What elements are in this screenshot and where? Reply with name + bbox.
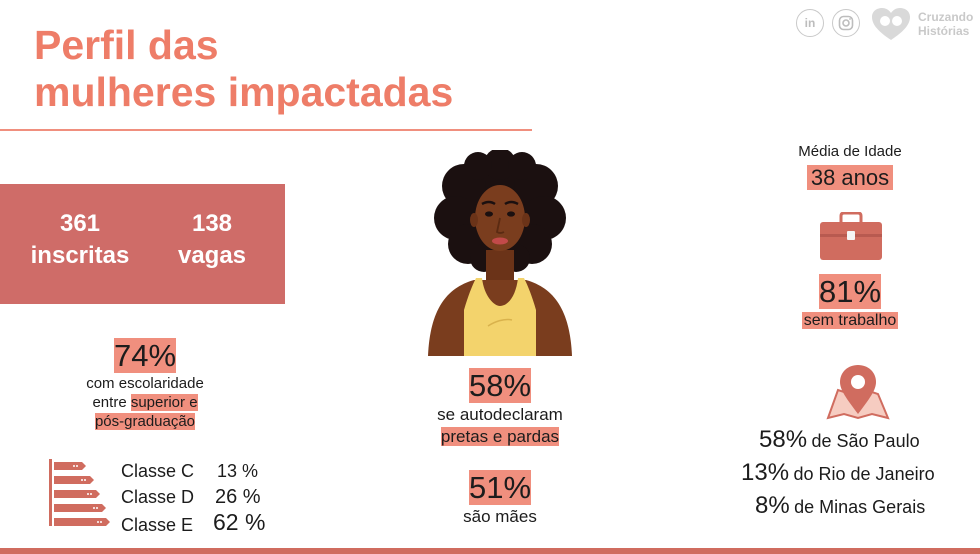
class-label: Classe D	[121, 487, 195, 507]
location-percent: 58%	[759, 426, 808, 453]
page-title: Perfil das mulheres impactadas	[34, 22, 453, 116]
title-divider	[0, 129, 532, 131]
stat-inscritas: 361 inscritas	[18, 208, 142, 272]
class-percent: 13 %	[217, 461, 259, 481]
age-label: Média de Idade	[798, 143, 902, 160]
stat-vagas: 138 vagas	[152, 208, 272, 272]
instagram-icon[interactable]	[832, 9, 860, 37]
mothers-percent: 51%	[468, 470, 532, 505]
race-line1: se autodeclaram	[437, 405, 563, 424]
stat-vagas-value: 138	[191, 210, 233, 237]
class-label: Classe E	[121, 515, 194, 535]
class-row-d: Classe D 26 %	[121, 486, 261, 508]
class-row-e: Classe E 62 %	[121, 511, 265, 536]
location-name: do Rio de Janeiro	[793, 464, 935, 484]
class-percent: 62 %	[213, 509, 266, 535]
bar-levels-icon	[49, 459, 110, 526]
stat-vagas-label: vagas	[177, 242, 247, 269]
class-row-c: Classe C 13 %	[121, 460, 258, 482]
mothers-stat: 51% são mães	[420, 470, 580, 528]
page-title-line2: mulheres impactadas	[34, 69, 454, 115]
race-stat: 58% se autodeclaram pretas e pardas	[400, 368, 600, 448]
education-line3: pós-graduação	[94, 413, 196, 430]
location-percent: 13%	[741, 459, 790, 486]
linkedin-icon[interactable]: in	[796, 9, 824, 37]
briefcase-icon	[820, 212, 882, 260]
education-line2b: superior e	[130, 394, 198, 411]
class-label: Classe C	[121, 461, 195, 481]
stats-box: 361 inscritas 138 vagas	[0, 184, 285, 304]
work-percent: 81%	[818, 274, 882, 309]
education-line2a: entre	[92, 394, 131, 411]
page-title-line1: Perfil das	[34, 22, 219, 68]
bottom-divider	[0, 548, 980, 554]
location-row-sp: 58% de São Paulo	[759, 426, 920, 454]
heart-logo-icon	[872, 8, 910, 40]
race-line2: pretas e pardas	[440, 427, 560, 446]
class-percent: 26 %	[215, 486, 261, 508]
location-percent: 8%	[755, 492, 790, 519]
brand-name-line2: Histórias	[918, 24, 970, 38]
education-percent: 74%	[113, 338, 177, 373]
stat-inscritas-value: 361	[59, 210, 101, 237]
location-pin-icon	[826, 365, 890, 420]
education-stat: 74% com escolaridade entre superior e pó…	[40, 338, 250, 431]
brand-name: Cruzando Histórias	[918, 10, 973, 38]
brand-name-line1: Cruzando	[918, 10, 974, 24]
location-row-mg: 8% de Minas Gerais	[755, 492, 925, 520]
mothers-label: são mães	[463, 507, 537, 526]
stat-inscritas-label: inscritas	[30, 242, 130, 269]
woman-illustration	[428, 150, 572, 356]
race-percent: 58%	[468, 368, 532, 403]
location-name: de Minas Gerais	[794, 497, 926, 517]
work-stat: 81% sem trabalho	[770, 274, 930, 332]
age-stat: Média de Idade 38 anos	[760, 142, 940, 192]
location-row-rj: 13% do Rio de Janeiro	[741, 459, 935, 487]
work-label: sem trabalho	[801, 312, 899, 329]
location-name: de São Paulo	[811, 431, 920, 451]
education-line1: com escolaridade	[86, 375, 204, 392]
age-value: 38 anos	[806, 165, 894, 190]
